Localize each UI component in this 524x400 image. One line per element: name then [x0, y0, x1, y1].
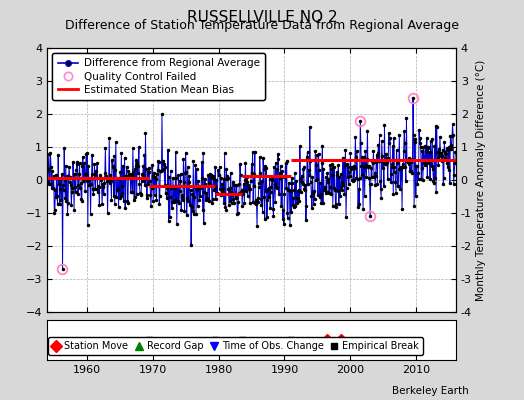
Y-axis label: Monthly Temperature Anomaly Difference (°C): Monthly Temperature Anomaly Difference (…	[476, 59, 486, 301]
Legend: Station Move, Record Gap, Time of Obs. Change, Empirical Break: Station Move, Record Gap, Time of Obs. C…	[48, 337, 423, 355]
Text: Difference of Station Temperature Data from Regional Average: Difference of Station Temperature Data f…	[65, 19, 459, 32]
Legend: Difference from Regional Average, Quality Control Failed, Estimated Station Mean: Difference from Regional Average, Qualit…	[52, 53, 265, 100]
Text: RUSSELLVILLE NO 2: RUSSELLVILLE NO 2	[187, 10, 337, 25]
Text: Berkeley Earth: Berkeley Earth	[392, 386, 469, 396]
